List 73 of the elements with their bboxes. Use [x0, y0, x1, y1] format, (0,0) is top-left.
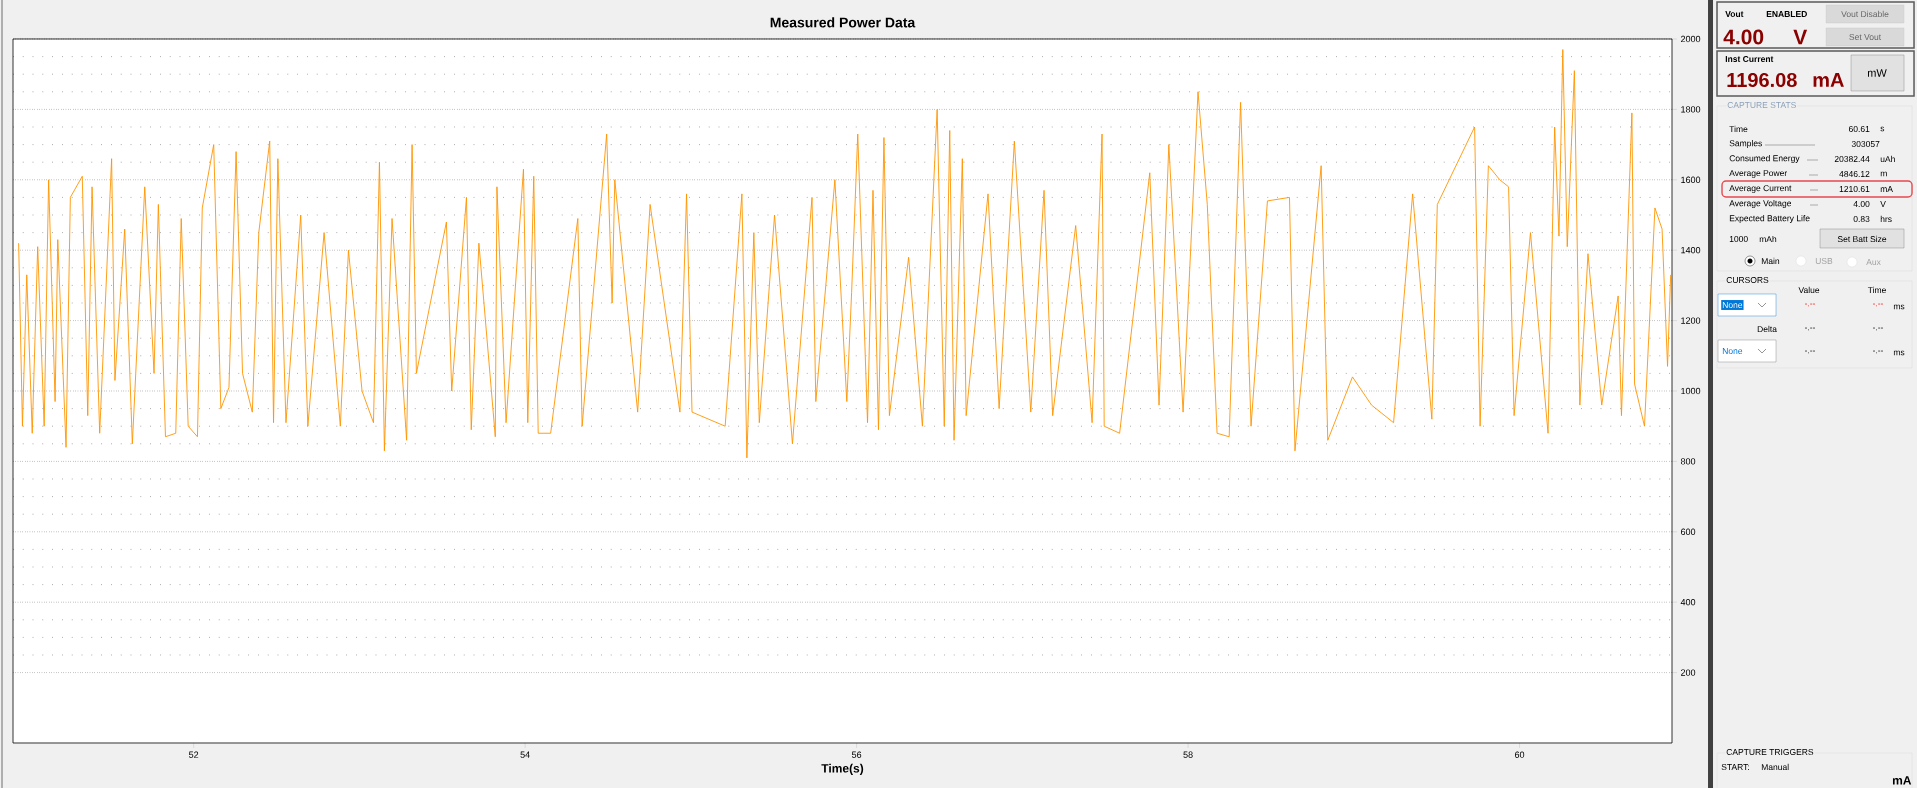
text: Set Vout	[1849, 33, 1882, 40]
text: 4.00	[1853, 200, 1870, 207]
y-tick-label: 1400	[1681, 247, 1701, 254]
text: Vout Disable	[1841, 10, 1889, 18]
y-tick-label: 1600	[1681, 176, 1701, 183]
text: None	[1722, 348, 1743, 354]
text: Delta	[1757, 325, 1777, 333]
text: Average Voltage	[1729, 200, 1792, 208]
text: Expected Battery Life	[1729, 215, 1810, 223]
text: Manual	[1761, 763, 1789, 771]
text: V	[1880, 201, 1886, 207]
text: 1196.08	[1727, 72, 1797, 88]
text: Vout	[1725, 11, 1744, 17]
text: 1000	[1729, 235, 1748, 242]
text: Average Current	[1729, 185, 1792, 193]
text: ENABLED	[1766, 11, 1807, 17]
y-tick-label: 2000	[1681, 35, 1701, 43]
text: CAPTURE STATS	[1727, 101, 1796, 108]
text: None	[1722, 302, 1743, 308]
y-tick-label: 800	[1680, 458, 1696, 465]
text: hrs	[1880, 215, 1892, 223]
line-series	[18, 49, 1672, 459]
text: ms	[1893, 350, 1905, 356]
text: Main	[1761, 257, 1780, 265]
text: CURSORS	[1726, 276, 1769, 283]
y-axis-title: mA	[1892, 776, 1912, 785]
text: START:	[1721, 764, 1749, 770]
chart-title: Measured Power Data	[770, 17, 916, 28]
x-tick-label: 52	[189, 751, 199, 758]
text: s	[1880, 126, 1885, 132]
text: Aux	[1866, 259, 1881, 265]
text: mA	[1813, 73, 1844, 87]
text: Value	[1798, 286, 1820, 294]
text: mAh	[1759, 235, 1777, 243]
text: USB	[1815, 257, 1833, 264]
y-tick-label: 1200	[1681, 317, 1701, 324]
text: Average Power	[1729, 170, 1788, 178]
text: ms	[1893, 304, 1905, 310]
text: mW	[1867, 69, 1887, 77]
y-tick-label: 600	[1681, 528, 1696, 535]
text: uAh	[1880, 155, 1895, 163]
text: -.--	[1872, 303, 1884, 307]
x-tick-label: 54	[520, 751, 530, 758]
y-tick-label: 400	[1680, 599, 1696, 606]
text: 1210.61	[1839, 185, 1870, 192]
text: -.--	[1804, 303, 1816, 307]
text: Samples	[1729, 140, 1762, 148]
text: 4.00	[1723, 29, 1764, 45]
text: 4846.12	[1839, 170, 1870, 177]
y-tick-label: 200	[1681, 669, 1696, 676]
x-axis-title: Time(s)	[821, 763, 864, 775]
text: 60.61	[1848, 125, 1870, 132]
text: Inst Current	[1725, 55, 1774, 62]
text: Set Batt Size	[1837, 235, 1887, 243]
text: 20382.44	[1834, 155, 1870, 162]
y-tick-label: 1800	[1681, 106, 1701, 113]
x-tick-label: 58	[1183, 751, 1193, 758]
text: Time	[1867, 286, 1886, 294]
text: -.--	[1872, 327, 1884, 331]
y-tick-label: 1000	[1681, 387, 1701, 395]
text: Consumed Energy	[1729, 155, 1800, 163]
x-tick-label: 56	[851, 751, 862, 758]
text: Time	[1729, 125, 1748, 133]
text: CAPTURE TRIGGERS	[1726, 749, 1814, 755]
text: m	[1880, 171, 1887, 177]
text: -.--	[1872, 350, 1884, 354]
text: V	[1793, 29, 1808, 45]
text: mA	[1880, 186, 1893, 192]
text: 0.83	[1853, 215, 1870, 222]
text: 303057	[1851, 140, 1880, 147]
text: -.--	[1804, 327, 1816, 331]
x-tick-label: 60	[1514, 751, 1525, 758]
text: -.--	[1804, 350, 1816, 354]
